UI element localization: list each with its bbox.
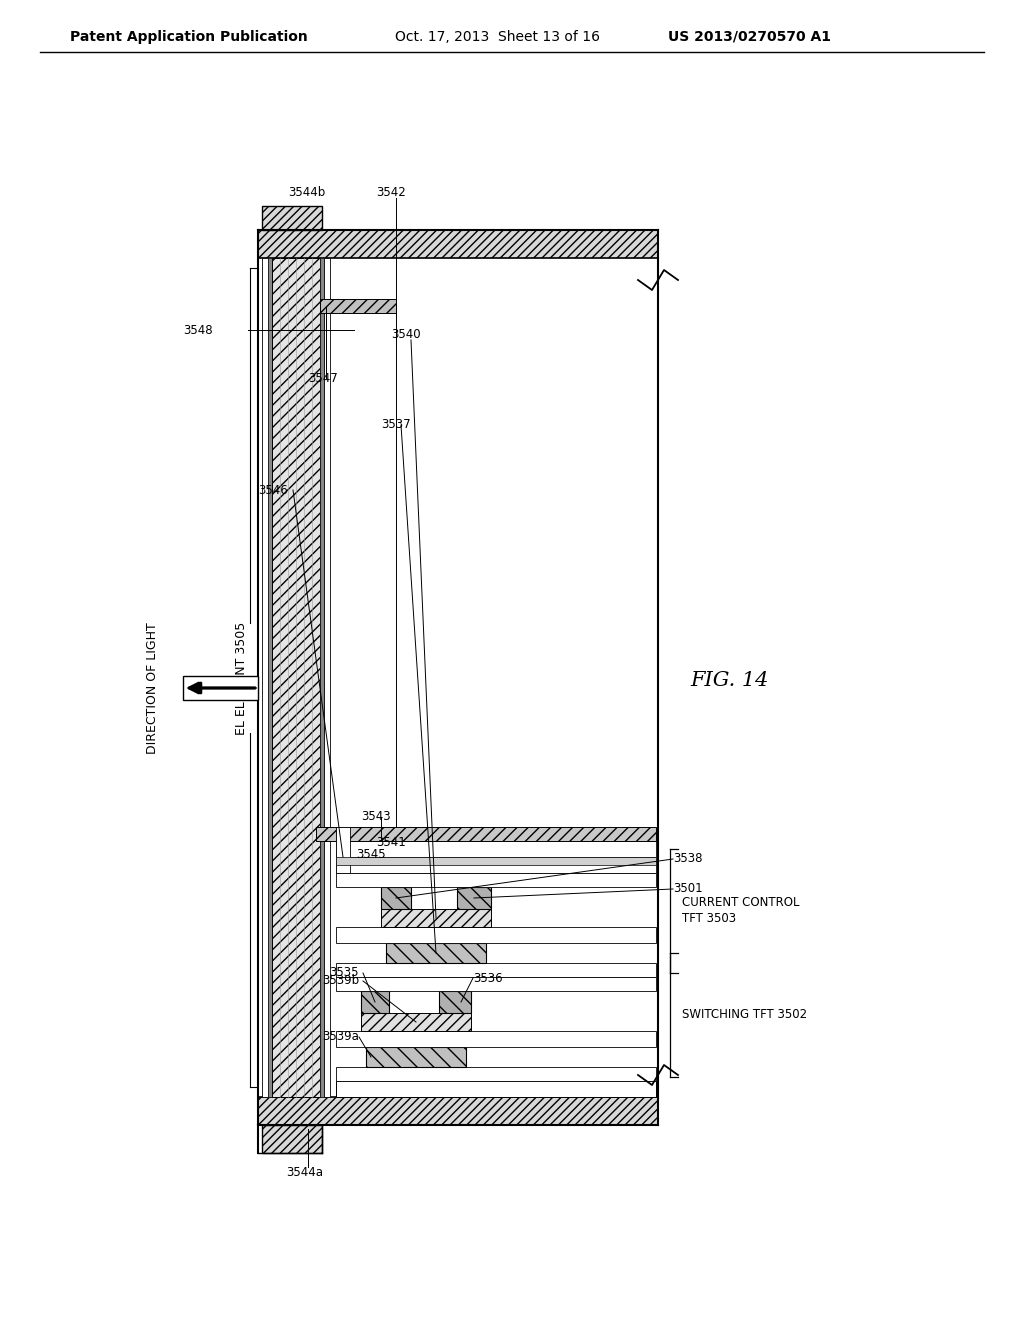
Text: EL ELEMENT 3505: EL ELEMENT 3505 [234,622,248,735]
Text: 3536: 3536 [473,972,503,985]
Bar [336,964,656,977]
Bar [381,887,411,909]
Text: Oct. 17, 2013  Sheet 13 of 16: Oct. 17, 2013 Sheet 13 of 16 [395,30,600,44]
Bar [336,828,350,873]
Bar [258,1097,658,1125]
Bar [183,676,258,700]
Bar [336,1081,656,1097]
Bar [336,927,656,942]
Text: SWITCHING TFT 3502: SWITCHING TFT 3502 [682,1008,807,1022]
Text: 3545: 3545 [356,849,386,862]
Text: US 2013/0270570 A1: US 2013/0270570 A1 [668,30,831,44]
Bar [336,857,656,873]
Text: TFT 3503: TFT 3503 [682,912,736,925]
Bar [324,257,330,1097]
Bar [457,887,490,909]
Text: 3538: 3538 [673,853,702,866]
Text: FIG. 14: FIG. 14 [690,671,768,689]
Bar [361,991,389,1012]
Bar [258,230,658,257]
Bar [336,873,656,887]
Text: 3541: 3541 [376,837,406,850]
Bar [336,841,656,857]
Bar [319,300,396,313]
Text: 3501: 3501 [673,883,702,895]
Bar [262,257,268,1097]
Text: DIRECTION OF LIGHT: DIRECTION OF LIGHT [145,622,159,754]
Text: 3544b: 3544b [288,186,326,198]
Bar [262,1125,322,1152]
Bar [366,1047,466,1067]
Text: 3543: 3543 [361,810,390,824]
Bar [336,857,656,865]
Bar [336,1067,656,1081]
Text: 3544a: 3544a [286,1167,323,1180]
Bar [336,1031,656,1047]
Text: 3540: 3540 [391,329,421,342]
Bar [361,1012,471,1031]
Bar [439,991,471,1012]
Bar [336,828,656,841]
Text: 3546: 3546 [258,483,288,496]
Bar [272,257,319,1097]
Bar [262,206,322,230]
Bar [386,942,486,964]
Bar [268,257,272,1097]
Text: 3537: 3537 [381,418,411,432]
Bar [336,977,656,991]
Bar [316,828,336,841]
Text: CURRENT CONTROL: CURRENT CONTROL [682,896,800,909]
Text: 3547: 3547 [308,371,338,384]
Bar [381,909,490,927]
Text: 3539b: 3539b [322,974,359,987]
Text: Patent Application Publication: Patent Application Publication [70,30,308,44]
Text: 3535: 3535 [330,966,359,979]
Bar [319,257,324,1097]
Text: 3539a: 3539a [323,1031,359,1044]
Text: 3548: 3548 [183,323,213,337]
Text: 3542: 3542 [376,186,406,198]
